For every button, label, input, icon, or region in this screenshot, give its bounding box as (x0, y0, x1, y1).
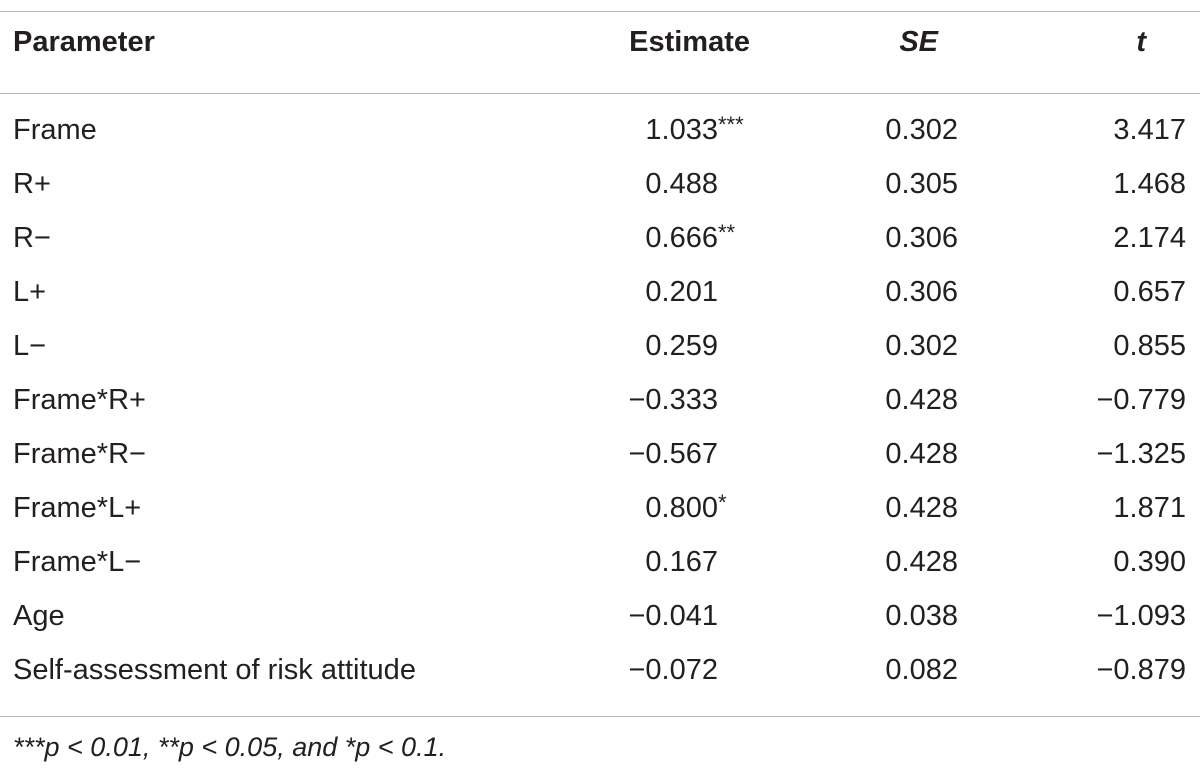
cell-estimate: 0.167 (560, 548, 718, 577)
cell-estimate: 0.488 (560, 170, 718, 199)
cell-se: 0.428 (885, 438, 958, 470)
cell-estimate: 1.033 *** (560, 114, 743, 146)
cell-estimate: −0.072 (560, 656, 718, 685)
table-row: L− 0.259 0.302 0.855 (0, 332, 1200, 386)
cell-parameter: Frame*L+ (13, 492, 142, 524)
cell-parameter: L− (13, 330, 47, 362)
cell-t: 2.174 (1113, 222, 1186, 254)
estimate-value: −0.333 (628, 384, 718, 416)
cell-parameter: Frame*R− (13, 438, 146, 470)
table-row: L+ 0.201 0.306 0.657 (0, 278, 1200, 332)
estimate-value: −0.041 (628, 600, 718, 632)
significance-stars: ** (718, 220, 736, 245)
table-top-rule (0, 11, 1200, 12)
estimate-value: 0.259 (645, 330, 718, 362)
estimate-value: −0.072 (628, 654, 718, 686)
table-row: Frame*L+ 0.800 * 0.428 1.871 (0, 492, 1200, 548)
significance-stars: *** (718, 112, 744, 137)
cell-t: −0.879 (1096, 654, 1186, 686)
estimate-value: 0.488 (645, 168, 718, 200)
table-row: Frame 1.033 *** 0.302 3.417 (0, 114, 1200, 170)
estimate-value: 0.800 (645, 492, 718, 524)
table-row: Frame*L− 0.167 0.428 0.390 (0, 548, 1200, 602)
estimate-value: 0.167 (645, 546, 718, 578)
cell-t: 0.855 (1113, 330, 1186, 362)
cell-estimate: 0.259 (560, 332, 718, 361)
cell-parameter: Self-assessment of risk attitude (13, 654, 416, 686)
table-header-rule (0, 93, 1200, 94)
cell-se: 0.302 (885, 114, 958, 146)
header-se: SE (899, 26, 938, 58)
cell-estimate: −0.333 (560, 386, 718, 415)
cell-se: 0.082 (885, 654, 958, 686)
cell-se: 0.305 (885, 168, 958, 200)
cell-parameter: Age (13, 600, 65, 632)
cell-t: −0.779 (1096, 384, 1186, 416)
table-row: Age −0.041 0.038 −1.093 (0, 602, 1200, 656)
cell-t: 1.468 (1113, 168, 1186, 200)
cell-t: 0.390 (1113, 546, 1186, 578)
cell-se: 0.428 (885, 492, 958, 524)
table-body: Frame 1.033 *** 0.302 3.417 R+ 0.488 0.305 1.468… (0, 114, 1200, 710)
table-row: Frame*R− −0.567 0.428 −1.325 (0, 440, 1200, 494)
cell-se: 0.302 (885, 330, 958, 362)
header-parameter: Parameter (13, 26, 155, 58)
table-header-row: Parameter Estimate SE t (0, 28, 1200, 78)
cell-parameter: R+ (13, 168, 51, 200)
cell-parameter: Frame (13, 114, 97, 146)
header-estimate: Estimate (629, 26, 750, 58)
cell-se: 0.428 (885, 384, 958, 416)
cell-parameter: Frame*R+ (13, 384, 146, 416)
cell-t: 3.417 (1113, 114, 1186, 146)
table-row: Self-assessment of risk attitude −0.072 0.… (0, 656, 1200, 710)
cell-t: −1.093 (1096, 600, 1186, 632)
cell-estimate: −0.567 (560, 440, 718, 469)
cell-parameter: R− (13, 222, 51, 254)
cell-estimate: 0.800 * (560, 492, 726, 524)
cell-t: −1.325 (1096, 438, 1186, 470)
estimate-value: 0.201 (645, 276, 718, 308)
cell-se: 0.306 (885, 222, 958, 254)
significance-stars: * (718, 490, 727, 515)
table-row: R+ 0.488 0.305 1.468 (0, 170, 1200, 224)
cell-estimate: 0.201 (560, 278, 718, 307)
cell-t: 0.657 (1113, 276, 1186, 308)
estimate-value: 1.033 (645, 114, 718, 146)
estimate-value: 0.666 (645, 222, 718, 254)
cell-se: 0.428 (885, 546, 958, 578)
cell-estimate: −0.041 (560, 602, 718, 631)
cell-se: 0.306 (885, 276, 958, 308)
cell-parameter: Frame*L− (13, 546, 142, 578)
table-footnote: ***p < 0.01, **p < 0.05, and *p < 0.1. (13, 732, 447, 762)
estimate-value: −0.567 (628, 438, 718, 470)
table-row: Frame*R+ −0.333 0.428 −0.779 (0, 386, 1200, 440)
cell-parameter: L+ (13, 276, 47, 308)
header-t: t (1136, 26, 1146, 58)
table-row: R− 0.666 ** 0.306 2.174 (0, 222, 1200, 278)
table-bottom-rule (0, 716, 1200, 717)
cell-se: 0.038 (885, 600, 958, 632)
cell-estimate: 0.666 ** (560, 222, 735, 254)
cell-t: 1.871 (1113, 492, 1186, 524)
